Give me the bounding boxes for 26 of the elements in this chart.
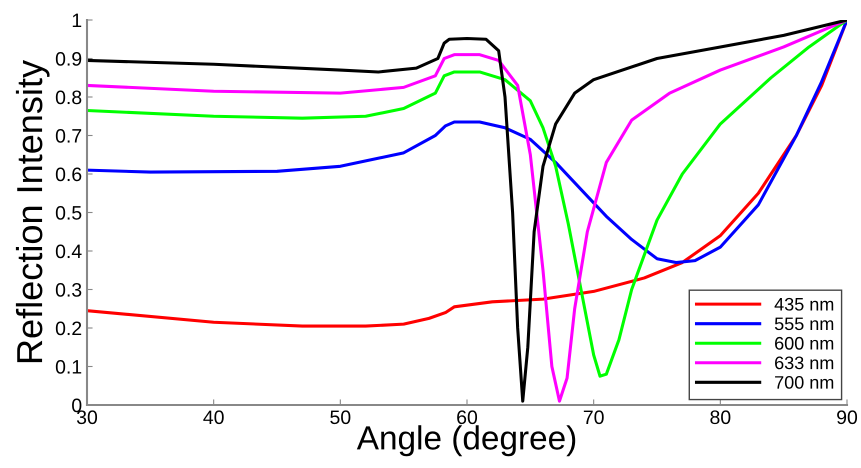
x-tick-label: 90 [837,410,858,424]
y-tick-label: 0.7 [56,128,82,143]
y-tick-label: 0.2 [56,321,82,336]
x-tick-label: 60 [457,410,478,424]
legend-label: 700 nm [775,376,834,389]
legend-label: 633 nm [775,356,834,370]
y-tick-label: 1 [72,14,82,28]
y-tick-label: 0.3 [56,282,82,297]
legend-label: 600 nm [775,336,834,350]
y-tick-label: 0.6 [56,167,82,182]
x-axis-title: Angle (degree) [356,425,576,456]
y-tick-label: 0.4 [56,244,82,258]
x-tick-label: 70 [584,410,604,424]
x-tick-label: 80 [710,410,730,424]
legend-label: 555 nm [774,318,834,330]
y-tick-label: 0.8 [56,90,82,104]
x-tick-label: 50 [330,410,350,424]
legend-label: 435 nm [774,298,834,311]
y-tick-label: 0.9 [56,52,82,66]
x-tick-label: 40 [203,410,224,424]
y-axis-title: Reflection Intensity [16,60,50,362]
y-tick-label: 0.1 [56,360,82,374]
y-tick-label: 0.5 [56,206,82,220]
y-tick-label: 0 [72,398,82,412]
line-series [87,20,847,264]
x-tick-label: 30 [76,410,98,424]
